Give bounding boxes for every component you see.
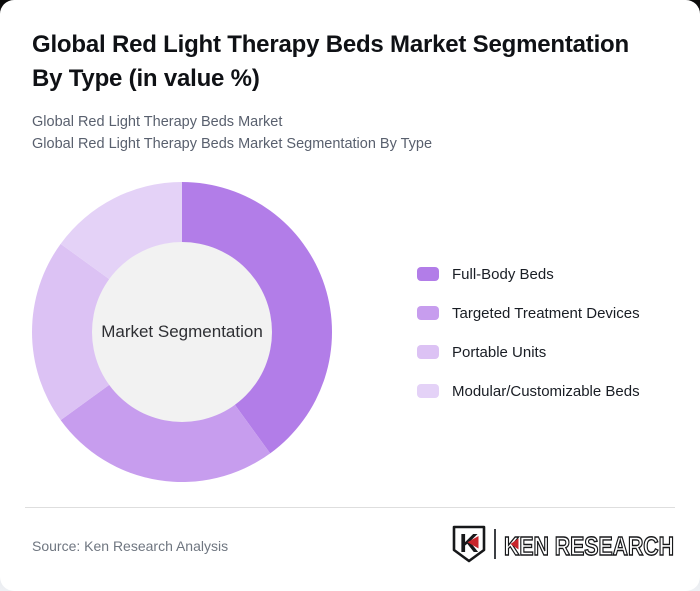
legend-swatch-icon [417,384,439,398]
legend-item-3: Modular/Customizable Beds [417,382,640,400]
subtitle-line1: Global Red Light Therapy Beds Market [32,114,283,130]
page-title-line1: Global Red Light Therapy Beds Market Seg… [32,31,629,58]
page-title: Global Red Light Therapy Beds Market Seg… [32,28,668,96]
legend-swatch-icon [417,267,439,281]
legend-label: Targeted Treatment Devices [452,304,640,322]
subtitle-block: Global Red Light Therapy Beds Market Glo… [32,112,632,155]
logo-shield-icon [452,525,486,563]
legend-item-0: Full-Body Beds [417,265,640,283]
source-note: Source: Ken Research Analysis [32,538,229,554]
donut-center-label: Market Segmentation [101,322,263,341]
logo-brand-triangle-icon [510,538,519,550]
ken-research-logo: K KEN RESEARCH [450,524,678,564]
donut-chart: Market Segmentation [32,182,332,482]
legend-label: Portable Units [452,343,547,361]
donut-center-circle [92,242,272,422]
legend-label: Modular/Customizable Beds [452,382,640,400]
donut-svg [32,182,332,482]
legend-item-1: Targeted Treatment Devices [417,304,640,322]
legend-swatch-icon [417,345,439,359]
legend: Full-Body Beds Targeted Treatment Devices… [417,265,640,423]
legend-label: Full-Body Beds [452,265,554,283]
legend-item-2: Portable Units [417,343,640,361]
subtitle-line2: Global Red Light Therapy Beds Market Seg… [32,135,433,152]
logo-badge-triangle-icon [467,536,479,549]
ken-research-logo-svg: K KEN RESEARCH [452,525,675,563]
page-title-line2: By Type (in value %) [32,65,260,92]
logo-brand-text: KEN RESEARCH [504,531,674,561]
footer-divider [25,507,675,508]
legend-swatch-icon [417,306,439,320]
